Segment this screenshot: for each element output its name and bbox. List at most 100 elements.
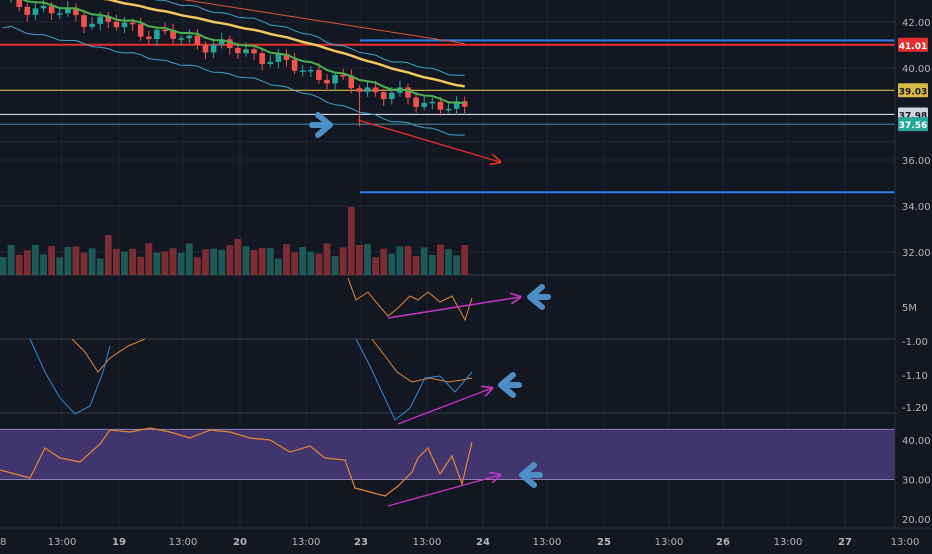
time-tick-label: 27 (838, 537, 852, 548)
candle-body (194, 35, 201, 45)
candle-body (308, 70, 314, 72)
price-tick-label: 32.00 (902, 248, 931, 259)
volume-bar (258, 247, 266, 275)
candle-body (16, 0, 22, 7)
volume-bar (250, 250, 258, 275)
volume-bar (137, 256, 145, 275)
candle-body (146, 36, 152, 40)
candle-body (340, 74, 346, 77)
time-tick-label: 24 (476, 537, 490, 548)
candle-body (89, 23, 95, 27)
blue-arrow-rsi-icon (519, 462, 537, 488)
rsi-tick-label: 30.00 (902, 476, 931, 487)
volume-bar (88, 248, 96, 275)
annotations[interactable] (309, 112, 551, 507)
volume-bar (23, 250, 31, 275)
candle-body (445, 108, 452, 111)
volume-bar (388, 253, 396, 275)
volume-bar (64, 246, 72, 275)
volume-bar (177, 252, 185, 275)
volume-bar (412, 256, 420, 275)
candle-body (316, 70, 322, 80)
volume-bar (56, 257, 64, 275)
time-axis[interactable]: 13:00 19 13:00 20 13:00 23 13:00 24 13:00 25 13:00… (0, 527, 932, 548)
volume-bar (7, 244, 15, 275)
band-upper (153, 0, 465, 76)
candle-body (105, 16, 112, 22)
osc-tick-label: -1.20 (902, 403, 928, 414)
volume-bar (104, 235, 112, 275)
candle-body (251, 49, 257, 54)
volume-bar (218, 249, 226, 275)
moving-averages (21, 0, 465, 104)
volume-bar (242, 246, 250, 275)
price-label-box (898, 83, 928, 98)
trendline-magenta-osc (397, 388, 492, 425)
volume-bar (234, 239, 242, 275)
price-axis[interactable]: 42.00 40.00 36.00 34.00 32.00 41.01 39.03 37.98… (894, 0, 931, 528)
rsi-line (0, 427, 473, 497)
candle-body (73, 7, 79, 16)
candle-body (24, 6, 31, 15)
time-tick-label: 23 (354, 537, 368, 548)
candle-body (210, 44, 217, 53)
volume-tick-label: 5M (902, 303, 917, 314)
candle-body (227, 39, 233, 48)
candle-body (154, 29, 160, 40)
osc-blue-right (355, 338, 473, 421)
candle-body (121, 22, 128, 28)
candle-body (137, 24, 144, 37)
candle-body (65, 7, 71, 14)
candle-body (429, 101, 436, 104)
volume-bar (48, 246, 55, 275)
candle-body (389, 92, 395, 99)
candle-body (162, 29, 168, 32)
candle-body (48, 5, 55, 14)
candle-body (461, 101, 468, 107)
price-label-box (898, 117, 928, 132)
volume-bars (0, 207, 469, 275)
trendline-magenta-rsi (387, 475, 500, 507)
horizontal-levels[interactable] (0, 39, 895, 194)
volume-bar (453, 255, 460, 275)
volume-bar (185, 243, 193, 275)
volume-bar (372, 257, 379, 275)
volume-bar (80, 252, 88, 275)
volume-bar (283, 244, 290, 275)
volume-bar (364, 244, 371, 275)
osc-tick-label: -1.10 (902, 371, 928, 382)
volume-bar (428, 255, 436, 275)
time-tick-label: 25 (597, 537, 611, 548)
trendline-red (357, 119, 500, 162)
candle-body (243, 49, 249, 54)
candle-body (40, 5, 47, 9)
rsi-tick-label: 40.00 (902, 436, 931, 447)
candle-body (364, 87, 371, 92)
candle-body (129, 22, 136, 25)
volume-bar (72, 246, 80, 275)
candle-body (437, 101, 444, 110)
candle-body (235, 47, 241, 54)
candle-body (202, 44, 209, 53)
volume-bar (40, 254, 47, 275)
candle-body (291, 59, 298, 71)
volume-bar (210, 248, 217, 275)
volume-bar (169, 248, 177, 275)
candle-body (332, 74, 338, 84)
volume-bar (226, 245, 234, 275)
volume-bar (96, 258, 104, 275)
blue-arrow-price-icon (315, 112, 333, 138)
candle-body (299, 70, 306, 72)
volume-bar (161, 251, 169, 275)
time-tick-label: 13:00 (169, 537, 198, 548)
candle-body (324, 79, 330, 84)
time-tick-label: 13:00 (48, 537, 77, 548)
candle-body (113, 21, 120, 28)
volume-bar (15, 254, 23, 275)
volume-bar (121, 251, 128, 275)
price-label: 39.03 (899, 87, 927, 97)
volume-bar (202, 249, 209, 275)
price-tick-label: 42.00 (902, 18, 931, 29)
